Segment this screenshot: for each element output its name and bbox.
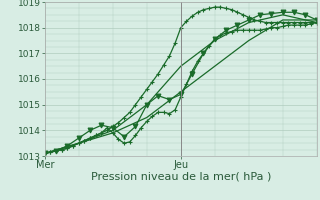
X-axis label: Pression niveau de la mer( hPa ): Pression niveau de la mer( hPa ) <box>91 172 271 182</box>
